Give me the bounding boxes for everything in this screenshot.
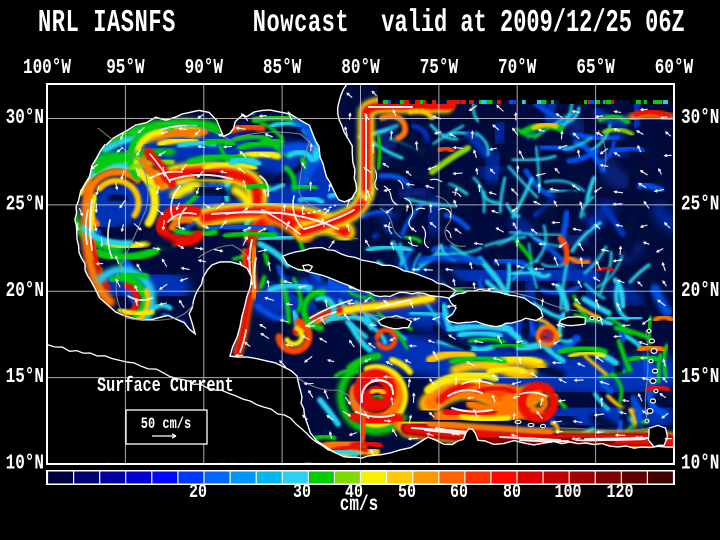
svg-text:15°N: 15°N: [6, 364, 44, 389]
svg-text:100°W: 100°W: [23, 55, 71, 80]
svg-text:120: 120: [607, 482, 634, 503]
svg-text:90°W: 90°W: [185, 55, 224, 80]
svg-text:15°N: 15°N: [681, 364, 719, 389]
svg-text:20°N: 20°N: [6, 278, 44, 303]
svg-text:60°W: 60°W: [655, 55, 694, 80]
svg-text:Nowcast: Nowcast: [253, 7, 350, 42]
svg-text:valid at 2009/12/25 06Z: valid at 2009/12/25 06Z: [381, 7, 684, 42]
svg-text:10°N: 10°N: [6, 450, 44, 475]
svg-text:80°W: 80°W: [341, 55, 380, 80]
svg-text:30°N: 30°N: [681, 105, 719, 130]
svg-text:30: 30: [293, 482, 311, 503]
svg-text:100: 100: [555, 482, 582, 503]
svg-text:25°N: 25°N: [6, 191, 44, 216]
svg-text:cm/s: cm/s: [340, 493, 378, 517]
svg-text:40: 40: [345, 482, 363, 503]
svg-text:NRL IASNFS: NRL IASNFS: [38, 7, 176, 42]
svg-text:20°N: 20°N: [681, 278, 719, 303]
svg-text:80: 80: [503, 482, 521, 503]
svg-text:30°N: 30°N: [6, 105, 44, 130]
svg-text:85°W: 85°W: [263, 55, 302, 80]
svg-text:60: 60: [450, 482, 468, 503]
svg-text:10°N: 10°N: [681, 450, 719, 475]
svg-text:Surface Current: Surface Current: [97, 375, 234, 398]
svg-text:65°W: 65°W: [576, 55, 615, 80]
svg-text:95°W: 95°W: [106, 55, 145, 80]
svg-text:20: 20: [189, 482, 207, 503]
svg-text:50: 50: [398, 482, 416, 503]
svg-text:70°W: 70°W: [498, 55, 537, 80]
svg-text:25°N: 25°N: [681, 191, 719, 216]
svg-text:75°W: 75°W: [420, 55, 459, 80]
svg-text:50 cm/s: 50 cm/s: [141, 416, 191, 434]
